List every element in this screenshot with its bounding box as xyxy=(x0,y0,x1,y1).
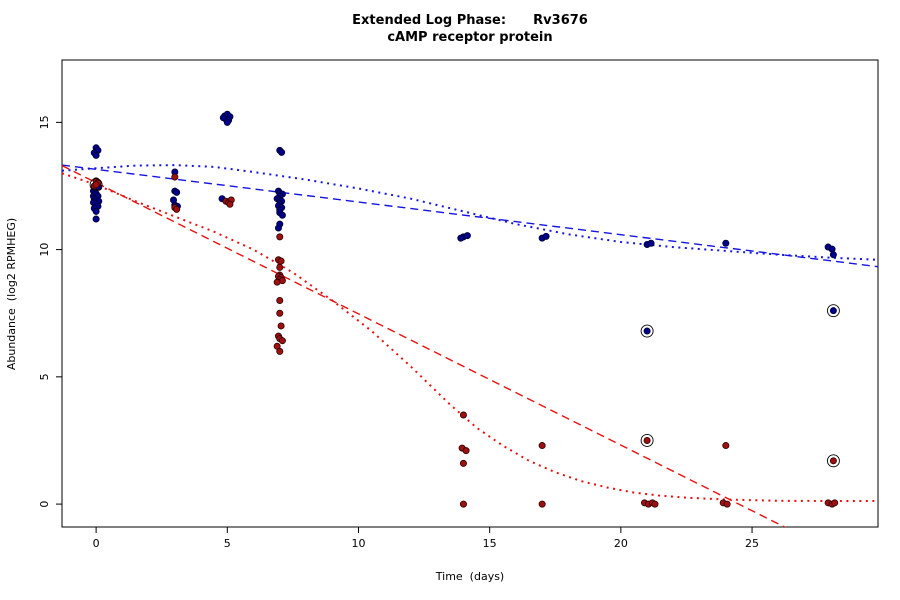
data-point xyxy=(647,239,655,247)
y-axis-label: Abundance (log2 RPMHEG) xyxy=(5,218,18,370)
data-point xyxy=(651,500,659,508)
data-point xyxy=(273,278,281,286)
y-tick-label: 0 xyxy=(38,501,51,508)
chart-subtitle: cAMP receptor protein xyxy=(387,30,553,45)
highlight-ring xyxy=(826,454,840,468)
data-point xyxy=(92,215,100,223)
plot-area: 0 5 10 15 20 25 0 5 10 15 xyxy=(38,59,879,550)
x-tick-label: 20 xyxy=(614,537,628,550)
data-point xyxy=(92,151,100,159)
data-point xyxy=(831,499,839,507)
y-tick-label: 15 xyxy=(38,115,51,129)
data-point xyxy=(457,234,465,242)
data-point xyxy=(173,205,181,213)
data-point xyxy=(223,118,231,126)
data-point xyxy=(828,245,836,253)
data-point xyxy=(538,442,546,450)
data-point xyxy=(171,173,179,181)
data-point xyxy=(278,337,286,345)
data-point xyxy=(276,347,284,355)
x-tick-label: 10 xyxy=(351,537,365,550)
x-tick-label: 25 xyxy=(745,537,759,550)
highlight-ring xyxy=(826,304,840,318)
data-point xyxy=(722,442,730,450)
x-tick-label: 0 xyxy=(93,537,100,550)
plot-box xyxy=(61,59,879,528)
circled-data-point xyxy=(643,327,651,335)
data-point xyxy=(462,447,470,455)
data-point xyxy=(538,500,546,508)
blue-loess-fit-line xyxy=(62,164,878,261)
data-point xyxy=(226,200,234,208)
circled-data-point xyxy=(92,181,100,189)
red-loess-fit-line xyxy=(62,172,878,502)
chart-title: Extended Log Phase: Rv3676 xyxy=(352,13,588,28)
data-point xyxy=(829,251,837,259)
data-point xyxy=(722,239,730,247)
data-point xyxy=(278,211,286,219)
circled-data-point xyxy=(829,307,837,315)
data-point xyxy=(173,188,181,196)
data-point xyxy=(459,411,467,419)
data-point xyxy=(276,296,284,304)
data-point xyxy=(542,232,550,240)
data-point xyxy=(276,233,284,241)
x-tick-label: 15 xyxy=(483,537,497,550)
data-point xyxy=(276,263,284,271)
data-point xyxy=(274,224,282,232)
data-point xyxy=(459,500,467,508)
data-point xyxy=(92,207,100,215)
data-point xyxy=(277,322,285,330)
red-linear-fit-line xyxy=(62,164,787,527)
data-point xyxy=(459,459,467,467)
x-axis-label: Time (days) xyxy=(435,570,504,583)
y-tick-label: 10 xyxy=(38,243,51,257)
y-tick-label: 5 xyxy=(38,373,51,380)
data-point xyxy=(278,148,286,156)
blue-linear-fit-line xyxy=(62,164,878,268)
circled-data-point xyxy=(829,457,837,465)
data-point xyxy=(219,114,227,122)
data-point xyxy=(277,257,285,265)
highlight-ring xyxy=(89,178,103,192)
circled-data-point xyxy=(643,436,651,444)
data-point xyxy=(276,309,284,317)
data-point xyxy=(463,232,471,240)
highlight-ring xyxy=(640,434,654,447)
highlight-ring xyxy=(640,324,654,338)
data-point xyxy=(723,500,731,508)
x-tick-label: 5 xyxy=(224,537,231,550)
